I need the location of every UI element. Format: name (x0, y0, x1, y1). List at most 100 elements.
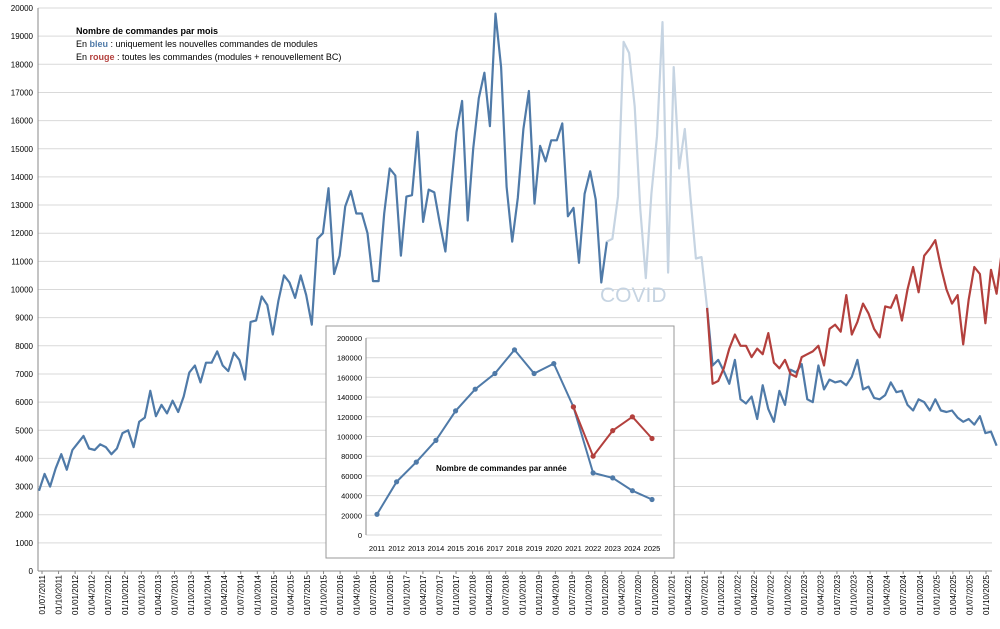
inset-point-bleu (590, 470, 596, 476)
inset-x-tick-label: 2020 (545, 544, 562, 553)
inset-y-tick-label: 200000 (337, 334, 362, 343)
main-x-tick-label: 01/07/2012 (104, 574, 113, 615)
main-x-tick-label: 01/10/2013 (187, 574, 196, 615)
inset-x-tick-label: 2022 (585, 544, 602, 553)
main-x-tick-label: 01/07/2020 (634, 574, 643, 615)
inset-x-tick-label: 2016 (467, 544, 484, 553)
main-y-tick-label: 0 (29, 567, 34, 576)
main-y-tick-label: 16000 (11, 117, 34, 126)
inset-y-tick-label: 60000 (341, 472, 362, 481)
legend-blue: En bleu : uniquement les nouvelles comma… (76, 39, 318, 49)
main-x-tick-label: 01/01/2025 (932, 574, 941, 615)
main-x-tick-label: 01/01/2022 (734, 574, 743, 615)
inset-point-bleu (472, 386, 478, 392)
inset-x-tick-label: 2011 (369, 544, 385, 553)
inset-x-tick-label: 2024 (624, 544, 641, 553)
main-y-tick-label: 17000 (11, 88, 34, 97)
main-x-tick-label: 01/01/2020 (601, 574, 610, 615)
main-y-tick-label: 18000 (11, 60, 34, 69)
inset-point-bleu (492, 370, 498, 377)
main-x-tick-label: 01/07/2019 (568, 574, 577, 615)
main-y-tick-label: 6000 (15, 398, 33, 407)
inset-point-bleu (610, 475, 616, 481)
main-x-tick-label: 01/04/2015 (286, 574, 295, 615)
main-x-tick-label: 01/10/2021 (717, 574, 726, 615)
main-x-tick-label: 01/04/2025 (949, 574, 958, 615)
inset-y-tick-label: 160000 (337, 373, 362, 382)
inset-y-tick-label: 120000 (337, 413, 362, 422)
main-x-tick-label: 01/10/2017 (452, 574, 461, 615)
main-grid (37, 7, 992, 572)
inset-frame (325, 325, 675, 559)
inset-series-group (374, 347, 655, 517)
main-x-tick-label: 01/07/2024 (899, 574, 908, 615)
inset-y-tick-label: 80000 (341, 452, 362, 461)
main-x-tick-label: 01/04/2021 (684, 574, 693, 615)
main-y-tick-label: 2000 (15, 511, 33, 520)
main-x-tick-label: 01/04/2017 (419, 574, 428, 615)
main-x-tick-label: 01/01/2014 (204, 574, 213, 615)
main-x-tick-label: 01/10/2019 (585, 574, 594, 615)
inset-title: Nombre de commandes par année (436, 464, 567, 473)
inset-y-axis: 0 20000 40000 60000 80000 100000 120000 140000 1… (337, 334, 362, 540)
inset-x-tick-label: 2017 (487, 544, 504, 553)
main-x-tick-label: 01/04/2020 (618, 574, 627, 615)
main-series-group (37, 12, 1000, 492)
main-y-tick-label: 11000 (11, 257, 33, 266)
main-x-tick-label: 01/07/2017 (435, 574, 444, 615)
inset-point-rouge (570, 404, 577, 410)
legend-red: En rouge : toutes les commandes (modules… (76, 52, 341, 62)
main-x-tick-label: 01/01/2017 (402, 574, 411, 615)
inset-x-axis: 2011 2012 2013 2014 2015 2016 2017 2018 2019 2020… (369, 544, 660, 553)
main-x-tick-label: 01/04/2016 (353, 574, 362, 615)
main-x-tick-label: 01/01/2019 (535, 574, 544, 615)
series-line-bleu-2021 (706, 307, 998, 447)
inset-y-tick-label: 40000 (341, 492, 362, 501)
main-x-tick-label: 01/10/2023 (850, 574, 859, 615)
main-title: Nombre de commandes par mois (76, 26, 218, 36)
main-y-tick-label: 13000 (11, 201, 34, 210)
main-x-tick-label: 01/10/2020 (651, 574, 660, 615)
main-x-tick-label: 01/01/2016 (336, 574, 345, 615)
inset-x-tick-label: 2013 (408, 544, 425, 553)
main-x-tick-label: 01/10/2015 (320, 574, 329, 615)
main-x-tick-label: 01/10/2012 (121, 574, 130, 615)
main-x-tick-label: 01/01/2021 (667, 574, 676, 615)
inset-point-rouge (590, 453, 596, 459)
main-x-tick-label: 01/01/2015 (270, 574, 279, 615)
inset-point-rouge (610, 428, 616, 434)
inset-point-bleu (511, 347, 518, 353)
main-y-tick-label: 4000 (15, 454, 33, 463)
annual-orders-inset: 0 20000 40000 60000 80000 100000 120000 140000 1… (325, 325, 675, 559)
main-y-tick-label: 8000 (15, 342, 33, 351)
inset-y-tick-label: 140000 (337, 393, 362, 402)
main-x-tick-label: 01/07/2023 (833, 574, 842, 615)
main-x-tick-label: 01/04/2019 (551, 574, 560, 615)
inset-x-tick-label: 2014 (428, 544, 445, 553)
main-x-tick-label: 01/01/2012 (71, 574, 80, 615)
inset-y-tick-label: 180000 (337, 354, 362, 363)
main-y-tick-label: 9000 (15, 314, 33, 323)
main-y-tick-label: 1000 (15, 539, 33, 548)
main-x-tick-label: 01/04/2014 (220, 574, 229, 615)
main-x-tick-label: 01/04/2018 (485, 574, 494, 615)
main-x-tick-label: 01/07/2016 (369, 574, 378, 615)
main-x-tick-label: 01/01/2024 (866, 574, 875, 615)
inset-point-bleu (413, 459, 419, 465)
main-x-tick-label: 01/04/2024 (883, 574, 892, 615)
inset-point-bleu (433, 437, 439, 443)
inset-x-tick-label: 2023 (604, 544, 621, 553)
main-x-tick-label: 01/10/2018 (518, 574, 527, 615)
main-y-tick-label: 14000 (11, 173, 34, 182)
main-y-tick-label: 5000 (15, 426, 33, 435)
main-x-tick-label: 01/04/2022 (750, 574, 759, 615)
inset-point-bleu (453, 408, 459, 414)
main-x-tick-label: 01/07/2014 (237, 574, 246, 615)
inset-point-bleu (374, 511, 380, 517)
inset-x-tick-label: 2018 (506, 544, 523, 553)
inset-point-bleu (649, 496, 655, 503)
main-x-tick-label: 01/04/2023 (816, 574, 825, 615)
series-line-rouge (706, 239, 1000, 385)
